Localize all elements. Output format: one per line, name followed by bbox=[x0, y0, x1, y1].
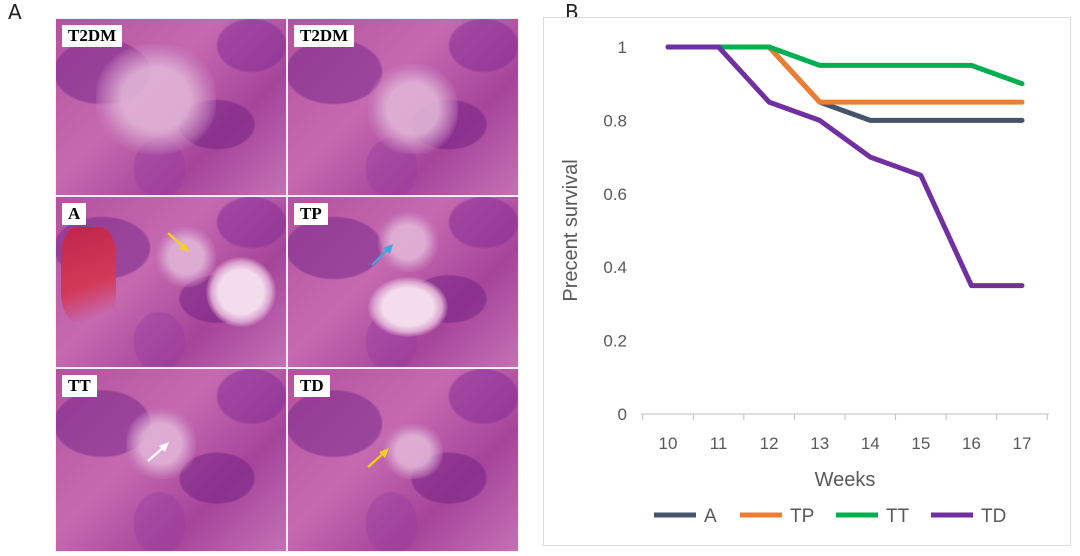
y-tick-label: 1 bbox=[618, 38, 627, 57]
histology-tile-t2dm-left: T2DM bbox=[55, 18, 287, 196]
tile-label: T2DM bbox=[294, 25, 355, 47]
series-line-tp bbox=[665, 44, 1025, 105]
white-arrow-icon bbox=[147, 442, 169, 462]
legend-label-td: TD bbox=[981, 506, 1006, 527]
x-tick-label: 11 bbox=[710, 434, 728, 453]
legend-label-a: A bbox=[704, 506, 717, 527]
series-line-tt bbox=[665, 44, 1025, 87]
y-tick-label: 0.6 bbox=[603, 185, 627, 204]
y-axis-label: Precent survival bbox=[560, 159, 582, 301]
x-tick-label: 14 bbox=[861, 434, 880, 453]
tile-label: TD bbox=[294, 375, 330, 397]
tile-label: TT bbox=[62, 375, 97, 397]
y-tick-label: 0.8 bbox=[603, 111, 627, 130]
histology-panel: T2DM T2DM A TP TT bbox=[55, 18, 519, 552]
tile-label: A bbox=[62, 203, 87, 225]
x-tick-labels: 10 11 12 13 14 15 16 17 bbox=[659, 434, 1032, 453]
yellow-arrow-icon bbox=[167, 232, 189, 252]
histology-tile-tp: TP bbox=[287, 196, 519, 368]
y-tick-labels: 0 0.2 0.4 0.6 0.8 1 bbox=[603, 38, 627, 424]
x-tick-label: 15 bbox=[911, 434, 930, 453]
histology-tile-t2dm-right: T2DM bbox=[287, 18, 519, 196]
histology-tile-a: A bbox=[55, 196, 287, 368]
series-line-a bbox=[665, 44, 1025, 123]
legend: A TP TT TD bbox=[654, 506, 1006, 527]
x-axis-label: Weeks bbox=[815, 469, 876, 491]
legend-label-tt: TT bbox=[886, 506, 910, 527]
x-tick-marks bbox=[642, 414, 1048, 420]
histology-tile-tt: TT bbox=[55, 368, 287, 552]
y-tick-label: 0.4 bbox=[603, 258, 627, 277]
panel-a-letter: A bbox=[8, 0, 22, 24]
y-tick-label: 0 bbox=[618, 405, 627, 424]
histology-tile-td: TD bbox=[287, 368, 519, 552]
x-tick-label: 10 bbox=[659, 434, 678, 453]
x-tick-label: 16 bbox=[962, 434, 981, 453]
yellow-arrow-icon bbox=[367, 448, 389, 468]
x-tick-label: 17 bbox=[1013, 434, 1032, 453]
series-lines bbox=[665, 44, 1025, 289]
tile-label: TP bbox=[294, 203, 328, 225]
x-tick-label: 13 bbox=[810, 434, 829, 453]
chart-canvas: 0 0.2 0.4 0.6 0.8 1 10 11 12 13 14 15 16 17 Precent … bbox=[560, 38, 1049, 527]
series-line-td bbox=[665, 44, 1025, 289]
x-tick-label: 12 bbox=[760, 434, 779, 453]
tile-label: T2DM bbox=[62, 25, 123, 47]
y-tick-label: 0.2 bbox=[603, 332, 627, 351]
blue-arrow-icon bbox=[371, 244, 393, 266]
survival-chart: 0 0.2 0.4 0.6 0.8 1 10 11 12 13 14 15 16 17 Precent … bbox=[543, 17, 1071, 546]
legend-label-tp: TP bbox=[790, 506, 814, 527]
